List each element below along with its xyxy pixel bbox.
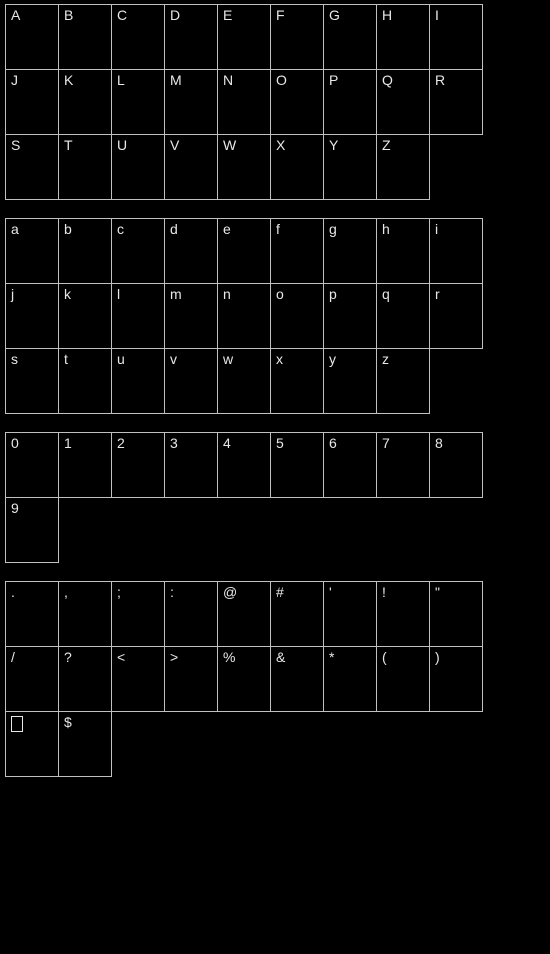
glyph-cell[interactable]: ,: [58, 581, 112, 647]
glyph-cell[interactable]: %: [217, 646, 271, 712]
glyph-cell[interactable]: P: [323, 69, 377, 135]
glyph-cell[interactable]: <: [111, 646, 165, 712]
glyph-cell[interactable]: 2: [111, 432, 165, 498]
glyph-cell[interactable]: 3: [164, 432, 218, 498]
glyph-cell[interactable]: ;: [111, 581, 165, 647]
glyph-cell[interactable]: J: [5, 69, 59, 135]
glyph-row: abcdefghi: [5, 218, 550, 284]
glyph-cell[interactable]: V: [164, 134, 218, 200]
glyph-cell[interactable]: g: [323, 218, 377, 284]
glyph-cell[interactable]: t: [58, 348, 112, 414]
section-punctuation: .,;:@#'!"/?<>%&*()$: [5, 581, 550, 777]
glyph-cell[interactable]: z: [376, 348, 430, 414]
glyph-cell[interactable]: 5: [270, 432, 324, 498]
glyph-cell[interactable]: &: [270, 646, 324, 712]
glyph-cell[interactable]: 0: [5, 432, 59, 498]
glyph-row: ABCDEFGHI: [5, 4, 550, 70]
glyph-cell[interactable]: r: [429, 283, 483, 349]
glyph-cell[interactable]: #: [270, 581, 324, 647]
glyph-cell[interactable]: (: [376, 646, 430, 712]
section-lowercase: abcdefghijklmnopqrstuvwxyz: [5, 218, 550, 414]
glyph-cell[interactable]: A: [5, 4, 59, 70]
glyph-cell[interactable]: 7: [376, 432, 430, 498]
glyph-row: 9: [5, 498, 550, 563]
glyph-cell[interactable]: e: [217, 218, 271, 284]
glyph-cell[interactable]: q: [376, 283, 430, 349]
glyph-cell[interactable]: h: [376, 218, 430, 284]
glyph-cell[interactable]: F: [270, 4, 324, 70]
glyph-cell[interactable]: S: [5, 134, 59, 200]
glyph-cell[interactable]: W: [217, 134, 271, 200]
glyph-row: $: [5, 712, 550, 777]
glyph-cell[interactable]: 4: [217, 432, 271, 498]
glyph-cell[interactable]: !: [376, 581, 430, 647]
glyph-cell[interactable]: Z: [376, 134, 430, 200]
glyph-cell[interactable]: N: [217, 69, 271, 135]
glyph-cell[interactable]: a: [5, 218, 59, 284]
glyph-cell[interactable]: 8: [429, 432, 483, 498]
glyph-row: stuvwxyz: [5, 349, 550, 414]
glyph-cell[interactable]: H: [376, 4, 430, 70]
glyph-cell[interactable]: d: [164, 218, 218, 284]
glyph-cell[interactable]: x: [270, 348, 324, 414]
glyph-cell[interactable]: n: [217, 283, 271, 349]
glyph-row: /?<>%&*(): [5, 647, 550, 712]
glyph-cell[interactable]: :: [164, 581, 218, 647]
glyph-cell[interactable]: j: [5, 283, 59, 349]
glyph-cell[interactable]: Q: [376, 69, 430, 135]
glyph-row: 012345678: [5, 432, 550, 498]
character-map: ABCDEFGHIJKLMNOPQRSTUVWXYZabcdefghijklmn…: [0, 0, 550, 777]
glyph-cell[interactable]: k: [58, 283, 112, 349]
glyph-cell[interactable]: c: [111, 218, 165, 284]
glyph-cell[interactable]: T: [58, 134, 112, 200]
glyph-cell[interactable]: O: [270, 69, 324, 135]
section-uppercase: ABCDEFGHIJKLMNOPQRSTUVWXYZ: [5, 4, 550, 200]
glyph-cell[interactable]: M: [164, 69, 218, 135]
missing-glyph-icon: [11, 716, 23, 732]
glyph-cell[interactable]: E: [217, 4, 271, 70]
glyph-cell[interactable]: $: [58, 711, 112, 777]
glyph-cell[interactable]: u: [111, 348, 165, 414]
glyph-cell[interactable]: b: [58, 218, 112, 284]
glyph-row: .,;:@#'!": [5, 581, 550, 647]
glyph-cell[interactable]: ): [429, 646, 483, 712]
glyph-cell[interactable]: /: [5, 646, 59, 712]
glyph-cell[interactable]: C: [111, 4, 165, 70]
glyph-cell[interactable]: @: [217, 581, 271, 647]
glyph-cell[interactable]: o: [270, 283, 324, 349]
glyph-row: STUVWXYZ: [5, 135, 550, 200]
glyph-cell[interactable]: G: [323, 4, 377, 70]
glyph-row: JKLMNOPQR: [5, 70, 550, 135]
glyph-cell[interactable]: [5, 711, 59, 777]
glyph-cell[interactable]: w: [217, 348, 271, 414]
section-digits: 0123456789: [5, 432, 550, 563]
glyph-cell[interactable]: 6: [323, 432, 377, 498]
glyph-cell[interactable]: s: [5, 348, 59, 414]
glyph-cell[interactable]: ": [429, 581, 483, 647]
glyph-cell[interactable]: L: [111, 69, 165, 135]
glyph-cell[interactable]: >: [164, 646, 218, 712]
glyph-cell[interactable]: m: [164, 283, 218, 349]
glyph-cell[interactable]: y: [323, 348, 377, 414]
glyph-cell[interactable]: ': [323, 581, 377, 647]
glyph-cell[interactable]: U: [111, 134, 165, 200]
glyph-cell[interactable]: I: [429, 4, 483, 70]
glyph-cell[interactable]: K: [58, 69, 112, 135]
glyph-cell[interactable]: p: [323, 283, 377, 349]
glyph-cell[interactable]: 9: [5, 497, 59, 563]
glyph-cell[interactable]: .: [5, 581, 59, 647]
glyph-cell[interactable]: ?: [58, 646, 112, 712]
glyph-cell[interactable]: l: [111, 283, 165, 349]
glyph-row: jklmnopqr: [5, 284, 550, 349]
glyph-cell[interactable]: Y: [323, 134, 377, 200]
glyph-cell[interactable]: i: [429, 218, 483, 284]
glyph-cell[interactable]: 1: [58, 432, 112, 498]
glyph-cell[interactable]: B: [58, 4, 112, 70]
glyph-cell[interactable]: v: [164, 348, 218, 414]
glyph-cell[interactable]: R: [429, 69, 483, 135]
glyph-cell[interactable]: *: [323, 646, 377, 712]
glyph-cell[interactable]: X: [270, 134, 324, 200]
glyph-cell[interactable]: f: [270, 218, 324, 284]
glyph-cell[interactable]: D: [164, 4, 218, 70]
